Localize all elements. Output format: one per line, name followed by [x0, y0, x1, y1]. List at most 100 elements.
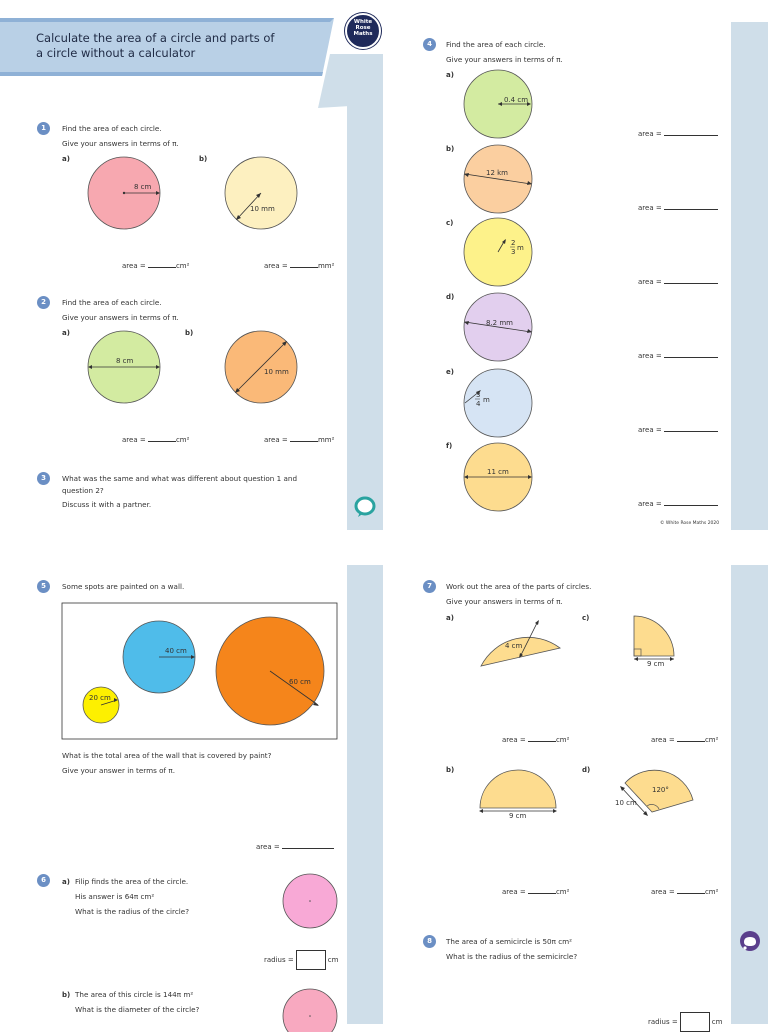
q2-a-answer: area = cm² [122, 436, 190, 444]
q7-c-dimension: 9 cm [647, 660, 665, 668]
q4-instruction-2: Give your answers in terms of π. [446, 55, 563, 64]
q6-a-answer-box[interactable] [295, 950, 326, 970]
header-band [0, 18, 383, 108]
q5-instruction-2: Give your answer in terms of π. [62, 766, 175, 775]
q4-e-answer: area = [638, 426, 718, 434]
q1-b-answer-line[interactable] [289, 267, 318, 268]
q4-d-dimension: 8.2 mm [486, 319, 513, 327]
q3-discuss: Discuss it with a partner. [62, 500, 152, 509]
question-badge-4: 4 [423, 38, 436, 51]
q7-part-a-label: a) [446, 614, 454, 622]
q2-a-answer-line[interactable] [147, 441, 176, 442]
q2-instruction: Find the area of each circle. [62, 298, 162, 307]
q3-question-2: question 2? [62, 486, 104, 495]
question-badge-8: 8 [423, 935, 436, 948]
q4-instruction: Find the area of each circle. [446, 40, 546, 49]
q7-d-dimension: 10 cm [615, 799, 637, 807]
white-rose-maths-logo: White Rose Maths [345, 13, 381, 49]
q6-a-line3: What is the radius of the circle? [75, 907, 190, 916]
q8-answer-box[interactable] [679, 1012, 710, 1032]
thinking-icon [740, 931, 760, 951]
q7-b-answer: area = cm² [502, 888, 570, 896]
q8-question-2: What is the radius of the semicircle? [446, 952, 578, 961]
q2-b-dimension: 10 mm [264, 368, 289, 376]
q4-b-answer: area = [638, 204, 718, 212]
q4-part-a-label: a) [446, 71, 454, 79]
q7-part-d-label: d) [582, 766, 591, 774]
q6-b-line1: The area of this circle is 144π m² [75, 990, 194, 999]
q4-e-unit: m [483, 396, 490, 404]
q4-c-unit: m [517, 244, 524, 252]
q7-instruction-2: Give your answers in terms of π. [446, 597, 563, 606]
q7-d-answer-line[interactable] [676, 893, 705, 894]
q2-instruction-2: Give your answers in terms of π. [62, 313, 179, 322]
q6-a-line2: His answer is 64π cm² [75, 892, 155, 901]
q4-e-answer-line[interactable] [663, 431, 718, 432]
q7-a-answer-line[interactable] [527, 741, 556, 742]
copyright: © White Rose Maths 2020 [660, 521, 720, 526]
question-badge-1: 1 [37, 122, 50, 135]
q7-instruction: Work out the area of the parts of circle… [446, 582, 592, 591]
q5-answer: area = [256, 843, 334, 851]
q8-question: The area of a semicircle is 50π cm² [446, 937, 573, 946]
q7-d-answer: area = cm² [651, 888, 719, 896]
q1-b-answer: area = mm² [264, 262, 335, 270]
q4-e-den: 4 [476, 400, 481, 408]
q5-question: What is the total area of the wall that … [62, 751, 272, 760]
question-badge-2: 2 [37, 296, 50, 309]
q1-b-dimension: 10 mm [250, 205, 275, 213]
q2-part-b-label: b) [185, 329, 194, 337]
discussion-icon [354, 496, 376, 517]
q7-b-answer-line[interactable] [527, 893, 556, 894]
q7-part-b-label: b) [446, 766, 455, 774]
q1-a-answer-line[interactable] [147, 267, 176, 268]
q4-a-answer-line[interactable] [663, 135, 718, 136]
q4-f-answer-line[interactable] [663, 505, 718, 506]
q7-b-dimension: 9 cm [509, 812, 527, 820]
q5-answer-line[interactable] [281, 848, 334, 849]
q5-mid-dimension: 40 cm [165, 647, 187, 655]
q4-d-answer: area = [638, 352, 718, 360]
q4-e-num: 3 [476, 391, 480, 399]
q5-instruction: Some spots are painted on a wall. [62, 582, 185, 591]
q7-a-answer: area = cm² [502, 736, 570, 744]
q4-b-answer-line[interactable] [663, 209, 718, 210]
page-title: Calculate the area of a circle and parts… [36, 31, 275, 61]
q2-a-dimension: 8 cm [116, 357, 134, 365]
q5-small-dimension: 20 cm [89, 694, 111, 702]
q7-d-angle: 120° [652, 786, 669, 794]
q5-large-dimension: 60 cm [289, 678, 311, 686]
q3-question: What was the same and what was different… [62, 474, 298, 483]
title-line-2: a circle without a calculator [36, 46, 196, 60]
q6-part-b-label: b) [62, 991, 71, 999]
q4-part-b-label: b) [446, 145, 455, 153]
q7-c-answer: area = cm² [651, 736, 719, 744]
q4-c-answer-line[interactable] [663, 283, 718, 284]
q2-b-answer-line[interactable] [289, 441, 318, 442]
side-stripe-top-right [731, 22, 768, 530]
question-badge-6: 6 [37, 874, 50, 887]
q1-a-dimension: 8 cm [134, 183, 152, 191]
q2-b-answer: area = mm² [264, 436, 335, 444]
q6-b-line2: What is the diameter of the circle? [75, 1005, 200, 1014]
q1-a-answer: area = cm² [122, 262, 190, 270]
q4-a-dimension: 0.4 cm [504, 96, 528, 104]
q4-a-answer: area = [638, 130, 718, 138]
q1-instruction-2: Give your answers in terms of π. [62, 139, 179, 148]
side-stripe-top-left [347, 104, 383, 530]
q4-c-answer: area = [638, 278, 718, 286]
question-badge-7: 7 [423, 580, 436, 593]
q6-a-line1: Filip finds the area of the circle. [75, 877, 189, 886]
q4-part-d-label: d) [446, 293, 455, 301]
q4-b-dimension: 12 km [486, 169, 508, 177]
q7-c-answer-line[interactable] [676, 741, 705, 742]
q4-d-answer-line[interactable] [663, 357, 718, 358]
q7-a-dimension: 4 cm [505, 642, 523, 650]
q6-a-answer: radius = cm [264, 950, 338, 970]
q1-instruction: Find the area of each circle. [62, 124, 162, 133]
